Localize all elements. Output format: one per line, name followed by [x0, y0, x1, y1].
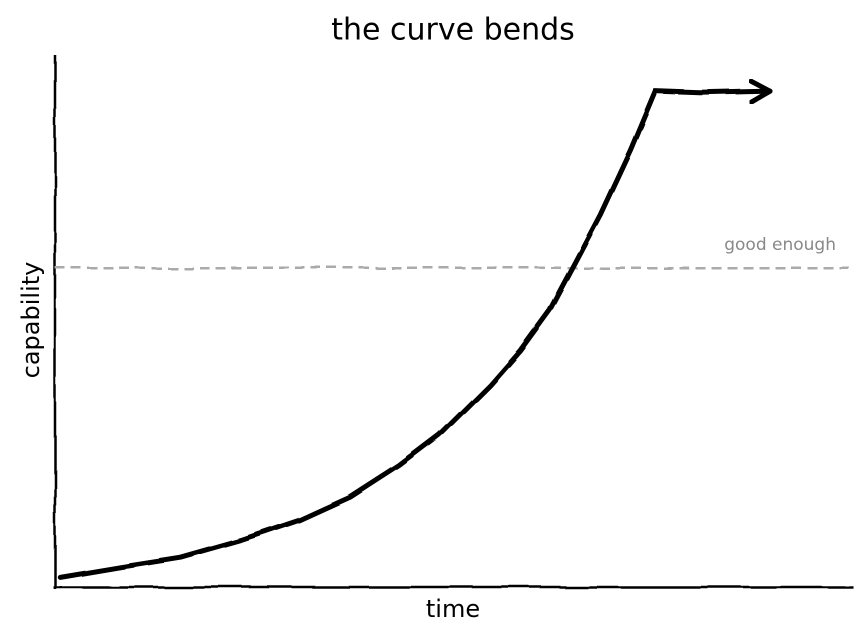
- x-axis-label: time: [426, 595, 480, 623]
- threshold-label: good enough: [724, 235, 836, 255]
- plot: [55, 91, 853, 580]
- y-axis-label: capability: [17, 262, 45, 379]
- chart-title: the curve bends: [331, 13, 575, 48]
- axes: [53, 55, 853, 589]
- data-line: [57, 91, 773, 580]
